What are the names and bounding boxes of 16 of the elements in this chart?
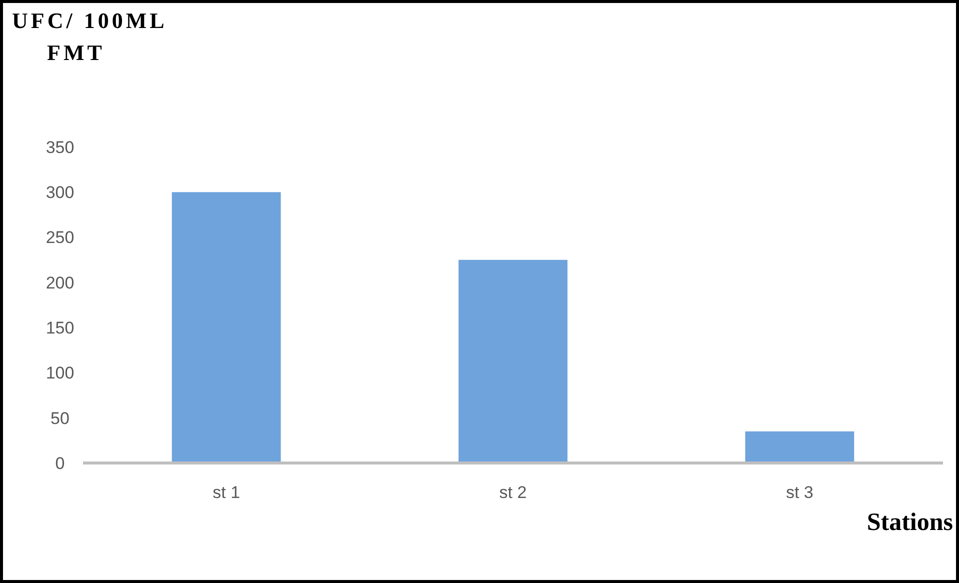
x-tick-label: st 2 [499, 483, 527, 502]
x-tick-label: st 3 [786, 483, 814, 502]
y-tick-label: 200 [46, 273, 74, 292]
bar [172, 192, 281, 463]
y-tick-label: 0 [55, 454, 65, 473]
y-tick-label: 50 [50, 408, 70, 428]
y-tick-label: 150 [46, 318, 74, 338]
y-tick-label: 350 [46, 138, 74, 157]
x-tick-label: st 1 [212, 483, 240, 502]
y-tick-label: 250 [46, 228, 74, 248]
bar [458, 260, 568, 463]
x-axis-title: Stations [866, 509, 954, 536]
y-tick-label: 100 [46, 364, 74, 383]
y-tick-label: 300 [46, 183, 74, 202]
y-axis-title: UFC/ 100ML FMT [12, 8, 168, 65]
bar [745, 431, 854, 463]
